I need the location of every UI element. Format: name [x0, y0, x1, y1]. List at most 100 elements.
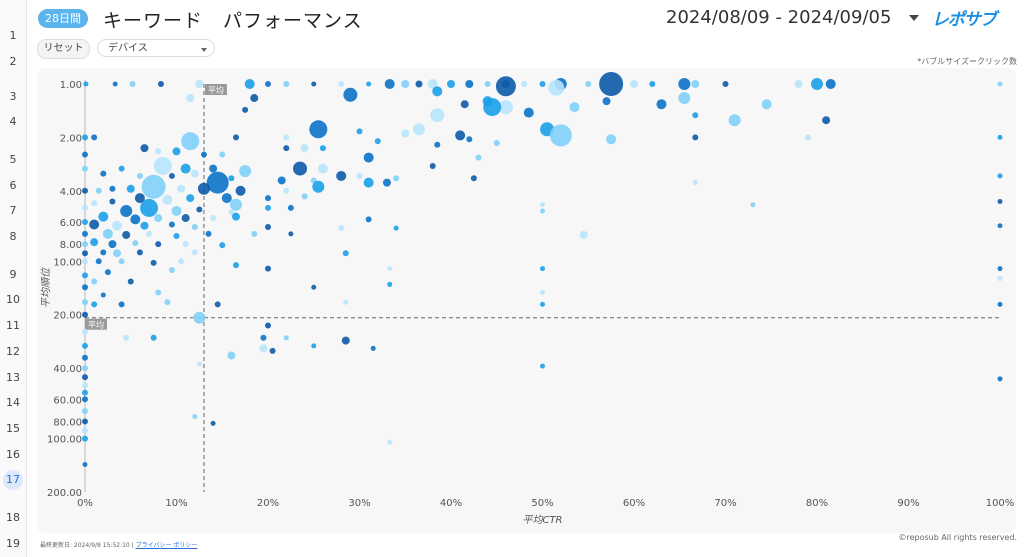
data-point[interactable] — [82, 382, 88, 389]
data-point[interactable] — [108, 240, 117, 249]
data-point[interactable] — [363, 177, 374, 188]
reset-button[interactable]: リセット — [37, 39, 90, 59]
row-number[interactable]: 17 — [3, 470, 23, 490]
data-point[interactable] — [997, 81, 1003, 87]
data-point[interactable] — [95, 187, 102, 194]
data-point[interactable] — [205, 230, 212, 237]
data-point[interactable] — [997, 199, 1003, 205]
data-point[interactable] — [822, 116, 831, 125]
data-point[interactable] — [109, 185, 116, 192]
data-point[interactable] — [287, 204, 294, 211]
data-point[interactable] — [221, 193, 232, 204]
data-point[interactable] — [168, 172, 175, 179]
data-point[interactable] — [283, 187, 290, 194]
data-point[interactable] — [309, 120, 328, 139]
data-point[interactable] — [495, 76, 516, 97]
data-point[interactable] — [150, 259, 157, 266]
data-point[interactable] — [90, 238, 99, 247]
data-point[interactable] — [206, 171, 229, 194]
data-point[interactable] — [100, 249, 107, 256]
data-point[interactable] — [82, 374, 88, 381]
data-point[interactable] — [235, 185, 246, 196]
data-point[interactable] — [155, 241, 162, 248]
data-point[interactable] — [112, 81, 118, 87]
data-point[interactable] — [109, 198, 116, 205]
data-point[interactable] — [265, 204, 271, 211]
data-point[interactable] — [82, 258, 88, 265]
data-point[interactable] — [181, 132, 200, 151]
data-point[interactable] — [393, 175, 400, 182]
data-point[interactable] — [89, 219, 100, 230]
data-point[interactable] — [447, 80, 455, 88]
row-number[interactable]: 4 — [9, 115, 17, 128]
data-point[interactable] — [82, 204, 88, 211]
data-point[interactable] — [728, 114, 741, 127]
data-point[interactable] — [548, 79, 565, 96]
data-point[interactable] — [606, 134, 617, 145]
data-point[interactable] — [363, 152, 374, 163]
data-point[interactable] — [118, 165, 125, 172]
data-point[interactable] — [82, 311, 88, 318]
data-point[interactable] — [228, 209, 235, 216]
data-point[interactable] — [343, 299, 349, 305]
data-point[interactable] — [549, 124, 572, 147]
data-point[interactable] — [498, 100, 513, 115]
data-point[interactable] — [540, 290, 545, 296]
data-point[interactable] — [265, 81, 271, 87]
data-point[interactable] — [196, 206, 203, 213]
data-point[interactable] — [366, 81, 372, 87]
data-point[interactable] — [283, 335, 289, 341]
data-point[interactable] — [825, 79, 836, 89]
data-point[interactable] — [997, 266, 1003, 272]
data-point[interactable] — [118, 301, 125, 308]
date-range[interactable]: 2024/08/09 - 2024/09/05 — [666, 7, 892, 28]
data-point[interactable] — [155, 148, 162, 155]
data-point[interactable] — [277, 176, 286, 185]
data-point[interactable] — [365, 216, 372, 223]
data-point[interactable] — [82, 389, 88, 396]
data-point[interactable] — [540, 202, 545, 208]
data-point[interactable] — [193, 311, 206, 324]
data-point[interactable] — [283, 81, 290, 87]
data-point[interactable] — [227, 351, 236, 360]
data-point[interactable] — [678, 78, 691, 90]
data-point[interactable] — [484, 81, 491, 87]
data-point[interactable] — [288, 231, 294, 237]
data-point[interactable] — [129, 81, 136, 87]
data-point[interactable] — [470, 175, 477, 182]
data-point[interactable] — [401, 80, 410, 88]
data-point[interactable] — [219, 151, 226, 158]
data-point[interactable] — [82, 272, 88, 279]
data-point[interactable] — [214, 301, 221, 308]
data-point[interactable] — [162, 194, 173, 205]
data-point[interactable] — [136, 249, 143, 256]
data-point[interactable] — [997, 134, 1003, 140]
data-point[interactable] — [311, 284, 317, 290]
data-point[interactable] — [150, 334, 157, 341]
data-point[interactable] — [177, 184, 186, 193]
data-point[interactable] — [82, 408, 88, 415]
data-point[interactable] — [649, 81, 656, 87]
data-point[interactable] — [455, 130, 466, 141]
data-point[interactable] — [82, 284, 88, 291]
data-point[interactable] — [91, 301, 98, 308]
data-point[interactable] — [126, 184, 135, 193]
data-point[interactable] — [82, 342, 88, 349]
data-point[interactable] — [112, 220, 123, 231]
data-point[interactable] — [168, 221, 175, 228]
data-point[interactable] — [338, 81, 345, 87]
data-point[interactable] — [154, 214, 163, 223]
data-point[interactable] — [210, 215, 217, 222]
data-point[interactable] — [265, 223, 271, 230]
data-point[interactable] — [722, 81, 729, 87]
data-point[interactable] — [540, 266, 545, 272]
data-point[interactable] — [120, 204, 133, 217]
data-point[interactable] — [692, 134, 699, 141]
data-point[interactable] — [130, 214, 141, 225]
data-point[interactable] — [140, 221, 149, 230]
row-number[interactable]: 2 — [9, 55, 17, 68]
data-point[interactable] — [692, 180, 698, 186]
data-point[interactable] — [242, 106, 249, 113]
data-point[interactable] — [997, 376, 1003, 382]
data-point[interactable] — [197, 182, 210, 195]
